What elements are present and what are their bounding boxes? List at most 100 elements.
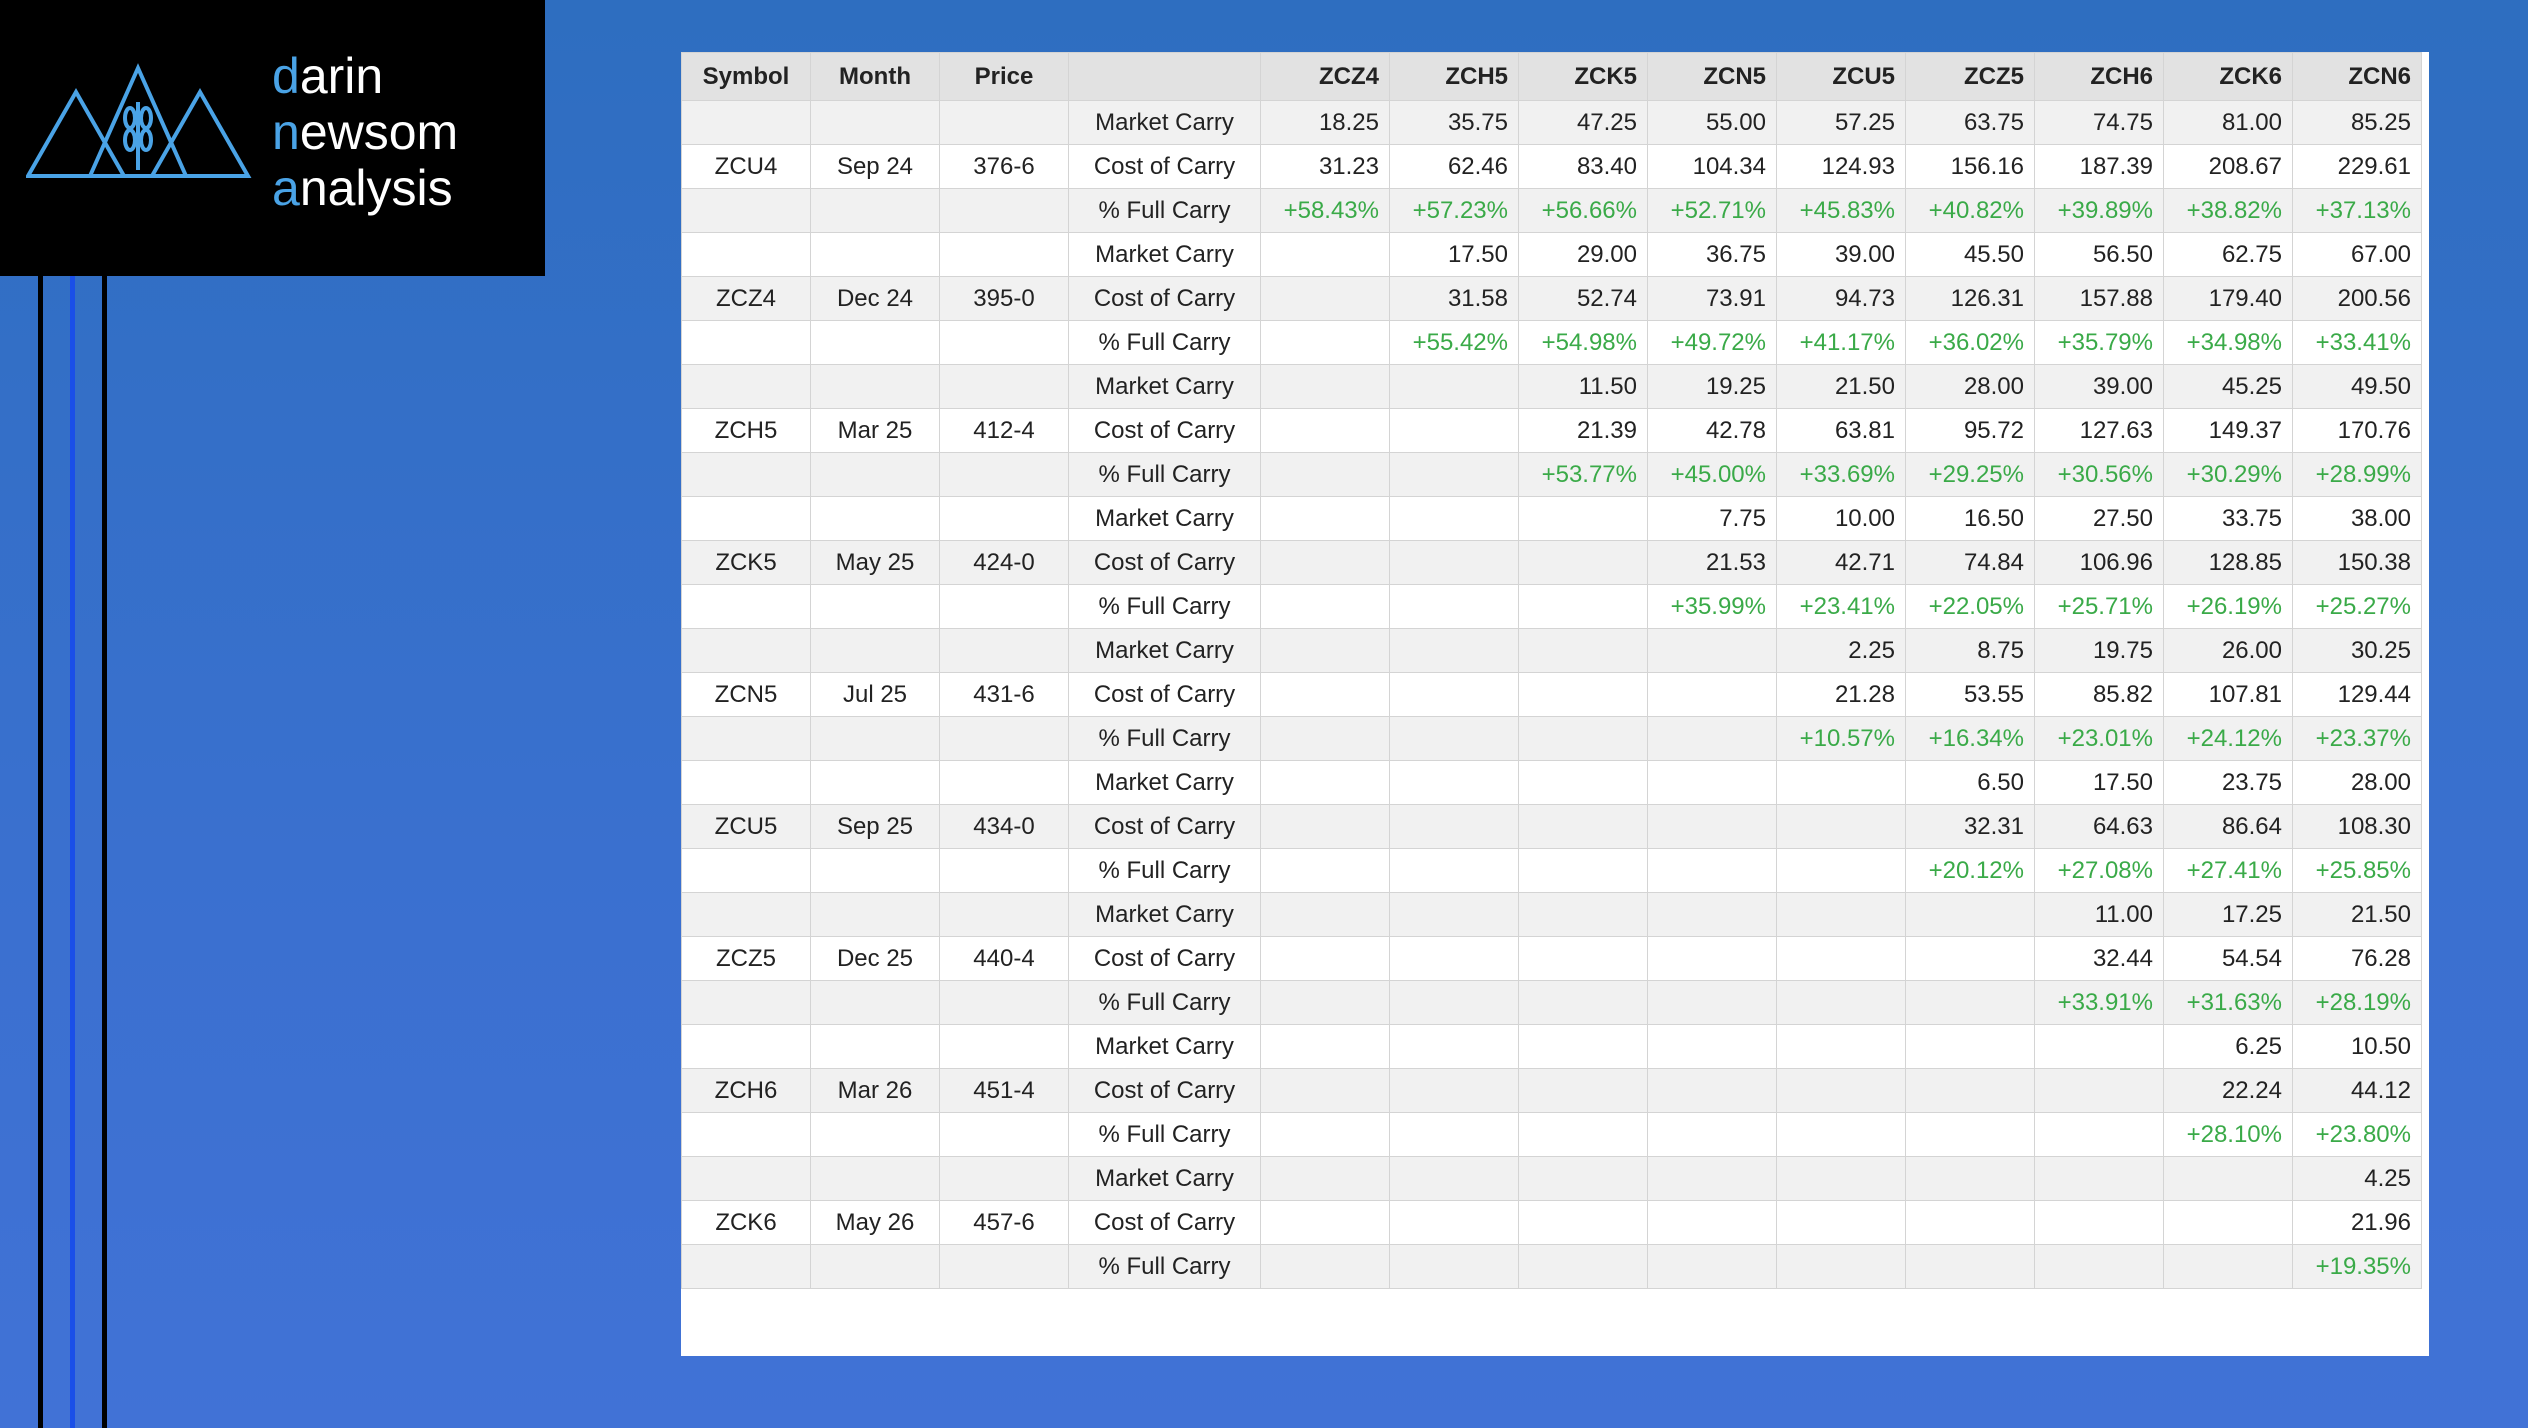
decor-line [102,276,107,1428]
value-cell [1518,892,1648,937]
month-cell [810,496,940,541]
value-cell: 18.25 [1260,100,1390,145]
value-cell [1647,848,1777,893]
price-cell [939,1156,1069,1201]
value-cell [1905,1068,2035,1113]
table-row: Market Carry 4.25 [681,1156,2422,1201]
table-row: % Full Carry +58.43% +57.23% +56.66% +52.71%… [681,188,2422,233]
table-row: % Full Carry +20.12% +27.08% +27.41% +25.85% [681,848,2422,893]
value-cell [1647,760,1777,805]
value-cell: 32.31 [1905,804,2035,849]
table-row: ZCU5 Sep 25 434-0 Cost of Carry 32.31 64.63 86… [681,804,2422,849]
value-cell: 42.78 [1647,408,1777,453]
month-cell: Sep 24 [810,144,940,189]
table-row: Market Carry 6.25 10.50 [681,1024,2422,1069]
value-cell: +35.99% [1647,584,1777,629]
value-cell [1260,892,1390,937]
value-cell [1647,628,1777,673]
logo: darin newsom analysis [0,0,545,276]
row-label: Market Carry [1068,1024,1261,1069]
month-cell [810,1112,940,1157]
table-row: % Full Carry +33.91% +31.63% +28.19% [681,980,2422,1025]
row-label: Market Carry [1068,628,1261,673]
table-row: ZCZ5 Dec 25 440-4 Cost of Carry 32.44 54.54 76… [681,936,2422,981]
value-cell [1260,1024,1390,1069]
value-cell: +33.41% [2292,320,2422,365]
value-cell [1905,1200,2035,1245]
symbol-cell [681,496,811,541]
value-cell: +54.98% [1518,320,1648,365]
month-cell: Mar 26 [810,1068,940,1113]
row-label: % Full Carry [1068,320,1261,365]
value-cell: 86.64 [2163,804,2293,849]
value-cell [1776,760,1906,805]
value-cell: 62.46 [1389,144,1519,189]
value-cell: +33.91% [2034,980,2164,1025]
value-cell [1647,1112,1777,1157]
column-header: ZCZ4 [1260,52,1390,101]
value-cell: 63.75 [1905,100,2035,145]
value-cell [1260,760,1390,805]
price-cell [939,980,1069,1025]
value-cell [1389,1156,1519,1201]
value-cell: 95.72 [1905,408,2035,453]
value-cell [1260,584,1390,629]
column-header: Symbol [681,52,811,101]
value-cell [1260,1200,1390,1245]
value-cell: 6.25 [2163,1024,2293,1069]
value-cell: 21.53 [1647,540,1777,585]
table-row: ZCK6 May 26 457-6 Cost of Carry 21.96 [681,1200,2422,1245]
value-cell: +52.71% [1647,188,1777,233]
row-label: Cost of Carry [1068,672,1261,717]
value-cell: 83.40 [1518,144,1648,189]
value-cell [1518,1200,1648,1245]
symbol-cell [681,100,811,145]
value-cell [1776,892,1906,937]
symbol-cell [681,232,811,277]
value-cell [1776,804,1906,849]
row-label: Market Carry [1068,232,1261,277]
value-cell: 53.55 [1905,672,2035,717]
table-row: ZCH6 Mar 26 451-4 Cost of Carry 22.24 44.12 [681,1068,2422,1113]
value-cell [1260,1068,1390,1113]
value-cell [1389,452,1519,497]
value-cell [1260,452,1390,497]
value-cell [1518,496,1648,541]
table-row: % Full Carry +19.35% [681,1244,2422,1289]
value-cell [1260,672,1390,717]
value-cell [1905,1024,2035,1069]
value-cell [1647,1244,1777,1289]
month-cell [810,1024,940,1069]
value-cell [1260,364,1390,409]
value-cell: 179.40 [2163,276,2293,321]
column-header: ZCH6 [2034,52,2164,101]
table-row: Market Carry 11.00 17.25 21.50 [681,892,2422,937]
month-cell [810,1156,940,1201]
value-cell: 10.50 [2292,1024,2422,1069]
value-cell: +49.72% [1647,320,1777,365]
month-cell [810,100,940,145]
value-cell: 30.25 [2292,628,2422,673]
symbol-cell [681,848,811,893]
value-cell: 31.23 [1260,144,1390,189]
value-cell: +37.13% [2292,188,2422,233]
column-header: ZCZ5 [1905,52,2035,101]
value-cell [2034,1200,2164,1245]
value-cell: 36.75 [1647,232,1777,277]
value-cell [1518,804,1648,849]
column-header: ZCU5 [1776,52,1906,101]
value-cell [1518,936,1648,981]
month-cell [810,320,940,365]
value-cell [1518,1068,1648,1113]
logo-text: analysis [272,160,453,216]
value-cell: 17.50 [2034,760,2164,805]
value-cell: 11.50 [1518,364,1648,409]
value-cell [1518,540,1648,585]
row-label: % Full Carry [1068,716,1261,761]
symbol-cell: ZCU4 [681,144,811,189]
value-cell: 33.75 [2163,496,2293,541]
price-cell [939,364,1069,409]
symbol-cell [681,1156,811,1201]
value-cell: +27.41% [2163,848,2293,893]
